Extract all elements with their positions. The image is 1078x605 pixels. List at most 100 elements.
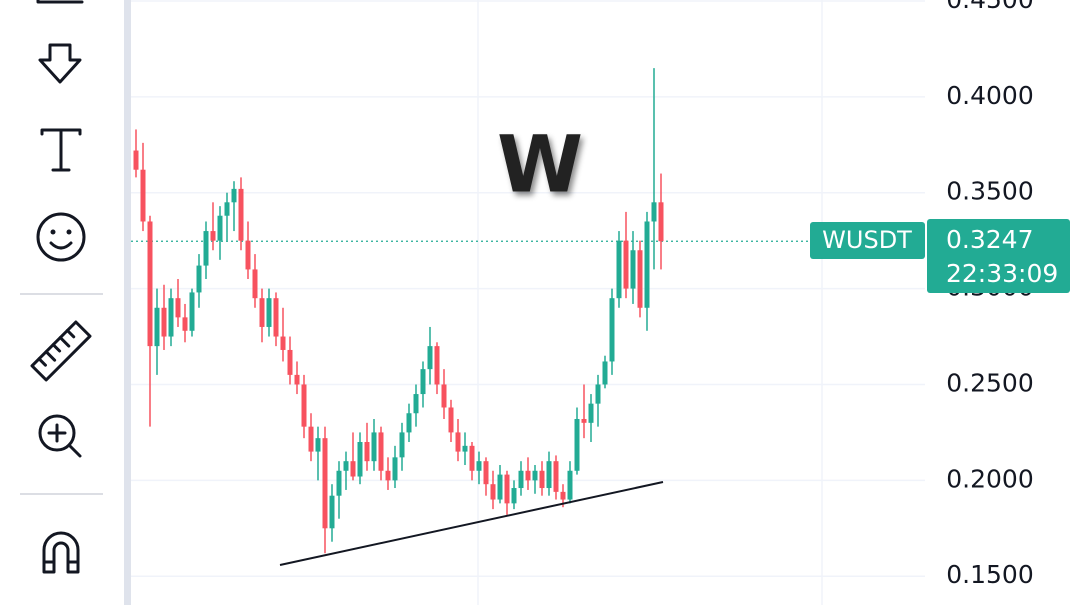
candle-body bbox=[511, 488, 517, 504]
candle-body bbox=[518, 470, 524, 489]
candle-body bbox=[553, 461, 559, 492]
candle-body bbox=[168, 298, 174, 337]
candle-body bbox=[147, 221, 153, 347]
candle-body bbox=[231, 188, 237, 203]
candle-body bbox=[378, 432, 384, 471]
toolbar bbox=[20, 0, 103, 574]
candle-body bbox=[623, 240, 629, 289]
candle-body bbox=[322, 438, 328, 529]
candle-body bbox=[133, 150, 139, 170]
candle-body bbox=[161, 307, 167, 337]
countdown: 22:33:09 bbox=[946, 259, 1058, 288]
candle-body bbox=[595, 384, 601, 404]
y-tick-label: 0.3500 bbox=[946, 177, 1033, 206]
candle-body bbox=[455, 432, 461, 452]
candle-body bbox=[574, 418, 580, 471]
tool-lines[interactable] bbox=[36, 0, 84, 4]
candle-body bbox=[217, 215, 223, 241]
candle-body bbox=[448, 407, 454, 433]
price-tag bbox=[927, 219, 1070, 293]
candle-body bbox=[469, 445, 475, 471]
candle-body bbox=[224, 202, 230, 216]
candle-body bbox=[616, 240, 622, 299]
candle-body bbox=[399, 432, 405, 458]
candle-body bbox=[609, 298, 615, 362]
y-tick-label: 0.1500 bbox=[946, 560, 1033, 589]
candle-body bbox=[259, 298, 265, 327]
y-tick-label: 0.2000 bbox=[946, 464, 1033, 493]
candle-body bbox=[490, 484, 496, 500]
candle-body bbox=[483, 461, 489, 485]
candle-body bbox=[560, 491, 566, 500]
tool-magnet[interactable] bbox=[42, 531, 80, 574]
candle-body bbox=[273, 298, 279, 337]
tool-zoom[interactable] bbox=[38, 414, 82, 458]
candle-body bbox=[651, 202, 657, 222]
candle-body bbox=[504, 474, 510, 504]
candle-body bbox=[392, 457, 398, 481]
candle-body bbox=[175, 298, 181, 318]
candle-body bbox=[343, 461, 349, 471]
y-tick-label: 0.4500 bbox=[946, 0, 1033, 14]
candle-body bbox=[203, 231, 209, 266]
candle-body bbox=[525, 470, 531, 481]
trend-line bbox=[279, 481, 664, 566]
candle-body bbox=[196, 265, 202, 293]
candle-body bbox=[413, 394, 419, 414]
candle-body bbox=[315, 438, 321, 452]
candle-body bbox=[602, 361, 608, 385]
candle-body bbox=[210, 231, 216, 241]
candle-body bbox=[238, 188, 244, 241]
candle-body bbox=[266, 298, 272, 327]
candle-body bbox=[497, 474, 503, 500]
candle-body bbox=[532, 470, 538, 481]
candle-body bbox=[364, 442, 370, 462]
candle-body bbox=[294, 374, 300, 385]
scroll-edge bbox=[124, 0, 131, 605]
candle-body bbox=[371, 432, 377, 462]
candle-body bbox=[441, 384, 447, 408]
candle-body bbox=[182, 317, 188, 331]
candle-body bbox=[630, 250, 636, 289]
candle-body bbox=[245, 240, 251, 270]
y-tick-label: 0.2500 bbox=[946, 368, 1033, 397]
candle-body bbox=[189, 292, 195, 331]
last-price-label: 0.3247 bbox=[946, 225, 1033, 254]
candle-body bbox=[658, 202, 664, 242]
candle-body bbox=[644, 221, 650, 308]
candle-body bbox=[280, 336, 286, 350]
candle-body bbox=[406, 413, 412, 433]
tool-emoji[interactable] bbox=[36, 212, 86, 262]
candle-body bbox=[329, 495, 335, 529]
candle-body bbox=[308, 426, 314, 452]
annotation: W bbox=[497, 120, 583, 210]
candle-body bbox=[476, 461, 482, 471]
candle-body bbox=[420, 369, 426, 395]
candle-body bbox=[427, 346, 433, 370]
symbol-tag bbox=[810, 222, 925, 259]
candle-body bbox=[357, 442, 363, 477]
candle-body bbox=[567, 470, 573, 500]
tool-arrow[interactable] bbox=[38, 43, 82, 84]
candle-body bbox=[140, 169, 146, 222]
candle-body bbox=[287, 349, 293, 375]
candle-body bbox=[385, 470, 391, 481]
candle-body bbox=[637, 250, 643, 308]
candle-body bbox=[252, 269, 258, 299]
tool-text[interactable] bbox=[40, 128, 82, 172]
candle-body bbox=[588, 403, 594, 423]
candle-body bbox=[539, 470, 545, 489]
candle-body bbox=[581, 418, 587, 423]
candle-body bbox=[350, 461, 356, 477]
y-tick-label: 0.4000 bbox=[946, 81, 1033, 110]
candle-body bbox=[154, 307, 160, 347]
tool-ruler[interactable] bbox=[30, 320, 92, 382]
candle-body bbox=[546, 461, 552, 489]
candle-body bbox=[462, 445, 468, 452]
candle-body bbox=[336, 470, 342, 496]
candle-body bbox=[434, 346, 440, 385]
candle-body bbox=[301, 384, 307, 427]
symbol-label: WUSDT bbox=[822, 226, 912, 254]
